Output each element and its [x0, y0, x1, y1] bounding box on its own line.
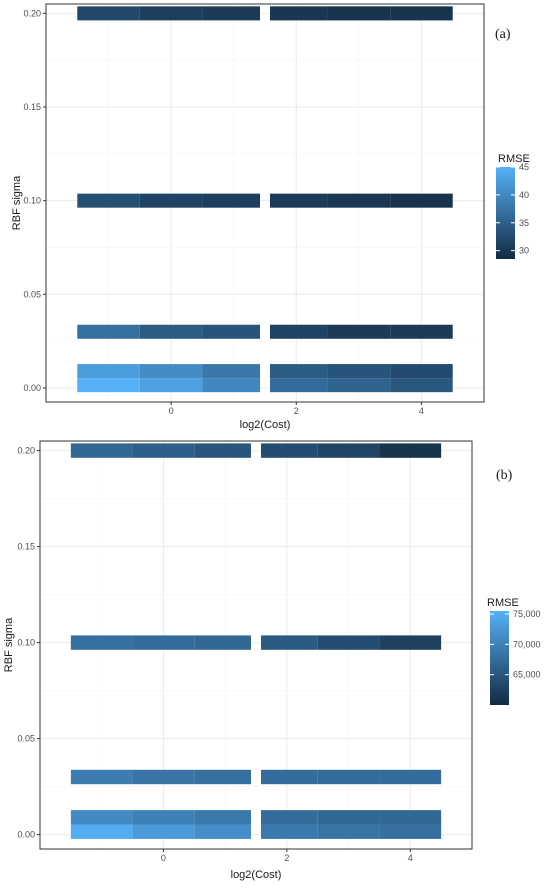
- heatmap-tile: [317, 769, 380, 785]
- heatmap-tile: [270, 324, 328, 339]
- heatmap-tile: [77, 364, 140, 379]
- y-tick-label: 0.05: [23, 289, 41, 299]
- heatmap-tile: [270, 193, 328, 208]
- heatmap-tile: [270, 6, 328, 21]
- heatmap-tile: [379, 635, 442, 650]
- panel-label: (a): [495, 27, 511, 42]
- heatmap-tile: [77, 6, 140, 21]
- heatmap-tile: [261, 769, 318, 785]
- heatmap-tile: [194, 810, 251, 825]
- y-tick-label: 0.10: [23, 196, 41, 206]
- heatmap-tile: [327, 364, 391, 379]
- legend-tick-label: 65,000: [513, 670, 541, 680]
- heatmap-tile: [317, 635, 380, 650]
- heatmap-tile: [194, 443, 251, 458]
- heatmap-tile: [202, 193, 260, 208]
- legend-tick-label: 30: [519, 246, 529, 256]
- legend-colorbar: [496, 167, 515, 259]
- heatmap-tile: [317, 443, 380, 458]
- heatmap-tile: [139, 364, 203, 379]
- y-tick-label: 0.20: [23, 8, 41, 18]
- heatmap-tile: [270, 364, 328, 379]
- legend-tick-label: 70,000: [513, 639, 541, 649]
- x-tick-label: 4: [408, 853, 413, 863]
- x-axis-title: log2(Cost): [240, 419, 291, 431]
- heatmap-tile: [70, 810, 133, 825]
- legend-colorbar: [490, 611, 509, 705]
- heatmap-tile: [77, 324, 140, 339]
- y-tick-label: 0.20: [17, 446, 35, 456]
- heatmap-tile: [77, 193, 140, 208]
- heatmap-tile: [261, 810, 318, 825]
- x-tick-label: 0: [161, 853, 166, 863]
- legend-tick-label: 40: [519, 190, 529, 200]
- heatmap-tile: [139, 6, 203, 21]
- y-tick-label: 0.05: [17, 734, 35, 744]
- legend-title: RMSE: [498, 153, 530, 165]
- heatmap-tile: [390, 193, 453, 208]
- heatmap-tile: [327, 193, 391, 208]
- heatmap-tile: [317, 824, 380, 839]
- heatmap-tile: [270, 378, 328, 393]
- y-axis-title: RBF sigma: [3, 617, 15, 672]
- heatmap-tile: [379, 443, 442, 458]
- heatmap-tile: [132, 635, 195, 650]
- heatmap-tile: [202, 6, 260, 21]
- heatmap-panel-b: 0 2 4 0.00 0.05 0.10 0.15 0.20 log2(Cost) RBF sig…: [3, 440, 541, 881]
- heatmap-tile: [194, 769, 251, 785]
- y-tick-label: 0.15: [17, 542, 35, 552]
- heatmap-tile: [327, 6, 391, 21]
- heatmap-tile: [202, 364, 260, 379]
- heatmap-tile: [139, 193, 203, 208]
- heatmap-tile: [327, 378, 391, 393]
- y-tick-label: 0.10: [17, 638, 35, 648]
- y-axis-title: RBF sigma: [11, 175, 23, 230]
- heatmap-tile: [70, 443, 133, 458]
- heatmap-tile: [132, 443, 195, 458]
- legend-tick-label: 45: [519, 162, 529, 172]
- heatmap-tile: [379, 769, 442, 785]
- x-tick-label: 4: [419, 406, 424, 416]
- x-axis-title: log2(Cost): [231, 869, 282, 881]
- panel-border: [39, 440, 473, 850]
- heatmap-tile: [194, 824, 251, 839]
- heatmap-tile: [70, 769, 133, 785]
- heatmap-tile: [70, 824, 133, 839]
- heatmap-tile: [77, 378, 140, 393]
- heatmap-tile: [132, 824, 195, 839]
- heatmap-tile: [379, 810, 442, 825]
- x-tick-label: 2: [294, 406, 299, 416]
- x-tick-label: 2: [284, 853, 289, 863]
- heatmap-tile: [194, 635, 251, 650]
- y-tick-label: 0.00: [23, 383, 41, 393]
- panel-label: (b): [496, 468, 513, 483]
- heatmap-tile: [379, 824, 442, 839]
- heatmap-tile: [202, 324, 260, 339]
- legend-tick-label: 35: [519, 218, 529, 228]
- heatmap-tile: [390, 364, 453, 379]
- heatmap-tile: [261, 824, 318, 839]
- x-tick-label: 0: [169, 406, 174, 416]
- y-tick-label: 0.15: [23, 102, 41, 112]
- heatmap-panel-a: 0 2 4 0.00 0.05 0.10 0.15 0.20 log2(Cost) RBF sig…: [11, 3, 530, 431]
- heatmap-tile: [132, 769, 195, 785]
- heatmap-tile: [317, 810, 380, 825]
- legend-title: RMSE: [487, 597, 519, 609]
- heatmap-tile: [261, 443, 318, 458]
- heatmap-tile: [139, 324, 203, 339]
- heatmap-tile: [390, 324, 453, 339]
- heatmap-tile: [139, 378, 203, 393]
- heatmap-tile: [132, 810, 195, 825]
- heatmap-tile: [70, 635, 133, 650]
- legend-tick-label: 75,000: [513, 609, 541, 619]
- y-tick-label: 0.00: [17, 830, 35, 840]
- heatmap-tile: [390, 378, 453, 393]
- heatmap-tile: [261, 635, 318, 650]
- heatmap-tile: [202, 378, 260, 393]
- heatmap-tile: [390, 6, 453, 21]
- heatmap-tile: [327, 324, 391, 339]
- panel-border: [45, 3, 485, 403]
